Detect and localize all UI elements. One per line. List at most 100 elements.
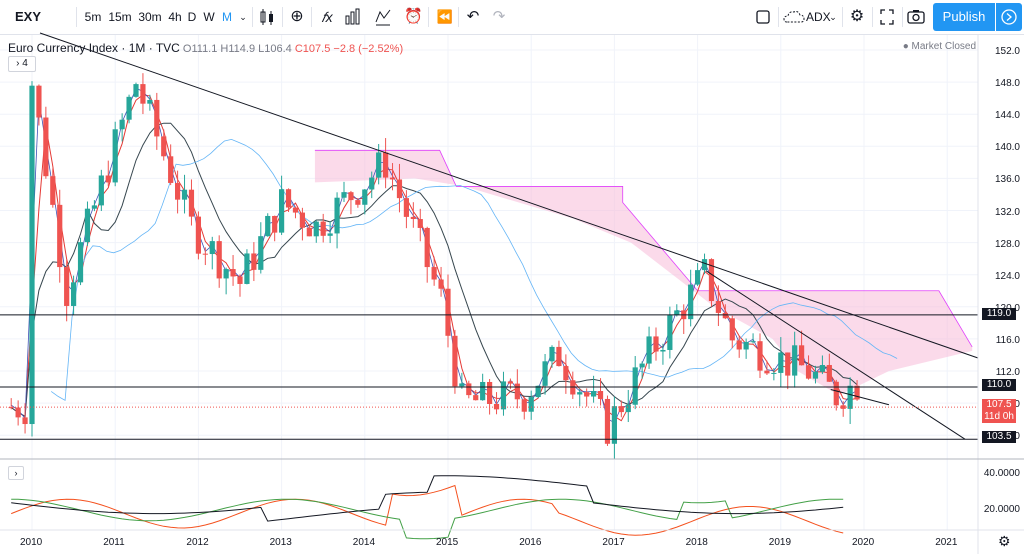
interval-m[interactable]: M [222,10,232,24]
legend-change: −2.8 (−2.52%) [333,43,404,55]
candle [57,189,63,283]
candle [272,215,278,242]
interval-w[interactable]: W [203,10,215,24]
redo-icon[interactable]: ↷ [492,8,506,25]
replay-icon[interactable]: ⏪ [436,9,454,24]
adx-line [11,475,844,522]
candle [29,81,35,437]
candle [771,368,777,381]
candle [743,338,749,359]
candle [597,378,604,406]
interval-15m[interactable]: 15m [108,10,132,24]
candle [389,163,396,191]
candle [161,129,167,161]
candle [473,390,479,401]
candle [320,213,326,243]
time-axis-label: 2020 [852,537,875,548]
interval-30m[interactable]: 30m [138,10,162,24]
undo-icon[interactable]: ↶ [466,8,480,25]
candle [764,360,770,376]
candle [792,331,798,388]
candle [15,400,21,426]
candle [244,249,250,285]
compare-plus-icon[interactable]: ⊕ [290,8,304,25]
minor-trendline [705,270,966,440]
candle [202,247,208,266]
candle [410,202,416,228]
fullscreen-square-icon[interactable] [754,0,772,34]
time-axis-label: 2012 [186,537,209,548]
indicator-expand-button[interactable]: › [8,466,24,480]
candle [237,274,243,297]
candle [105,160,111,187]
indicator-axis-label: 20.0000 [983,504,1020,515]
candle [750,333,756,344]
candle [43,106,49,179]
symbol-search[interactable]: EXY [14,9,41,24]
candle [799,330,805,366]
candle [542,353,548,395]
candle [251,242,257,282]
publish-dropdown-button[interactable] [996,3,1022,31]
candle [369,171,375,199]
financials-icon[interactable] [344,0,362,34]
interval-d[interactable]: D [187,10,197,24]
candle [258,222,264,274]
candle [84,201,91,246]
candle [854,380,860,401]
candle [195,211,201,260]
candle [695,263,701,286]
candle [181,174,188,214]
candle [112,121,118,187]
cloud-icon[interactable] [782,0,806,34]
candle [549,345,555,368]
interval-5m[interactable]: 5m [84,10,102,24]
camera-icon[interactable] [906,0,926,34]
indicator-name[interactable]: ADX [806,10,831,24]
level-tag-103: 103.5 [982,431,1016,443]
candle [604,395,611,446]
candle [71,275,77,315]
candle [299,207,305,241]
indicators-fx-icon[interactable]: 𝑓x [321,9,333,25]
alert-clock-icon[interactable]: ⏰ [404,8,423,25]
last-price-tag: 107.5 [982,399,1016,411]
trend-lines [0,32,979,440]
time-axis-label: 2016 [519,537,542,548]
settings-gear-icon[interactable]: ⚙ [849,8,865,25]
candle [327,221,333,244]
time-axis-label: 2013 [269,537,292,548]
candle [306,225,312,237]
candle [833,379,839,411]
interval-4h[interactable]: 4h [168,10,182,24]
candle [577,388,583,407]
candle [556,340,562,367]
candle [8,398,14,410]
chart-settings-gear-icon[interactable]: ⚙ [998,533,1011,549]
chevron-down-icon[interactable]: ⌄ [239,12,247,22]
adx-indicator [11,475,844,540]
ichimoku-cloud [314,149,973,396]
candle [563,354,569,394]
fullscreen-icon[interactable] [878,0,896,34]
candle [403,190,409,229]
candle [826,353,832,382]
candle [64,259,70,322]
legend-collapse-button[interactable]: › 4 [8,56,36,72]
legend-open: O111.1 [182,43,218,55]
candle [285,188,292,213]
templates-icon[interactable] [374,0,392,34]
candle [639,361,645,379]
candle [805,355,812,380]
grid-lines [0,35,978,530]
candle [438,266,444,297]
price-axis-label: 144.0 [994,110,1020,122]
publish-button[interactable]: Publish [933,3,995,31]
candle [396,163,403,213]
candles-icon[interactable] [258,0,276,34]
candle [487,379,493,415]
candle [230,255,236,286]
chevron-down-icon[interactable]: ⌄ [829,12,837,22]
major-trendline [39,32,979,359]
